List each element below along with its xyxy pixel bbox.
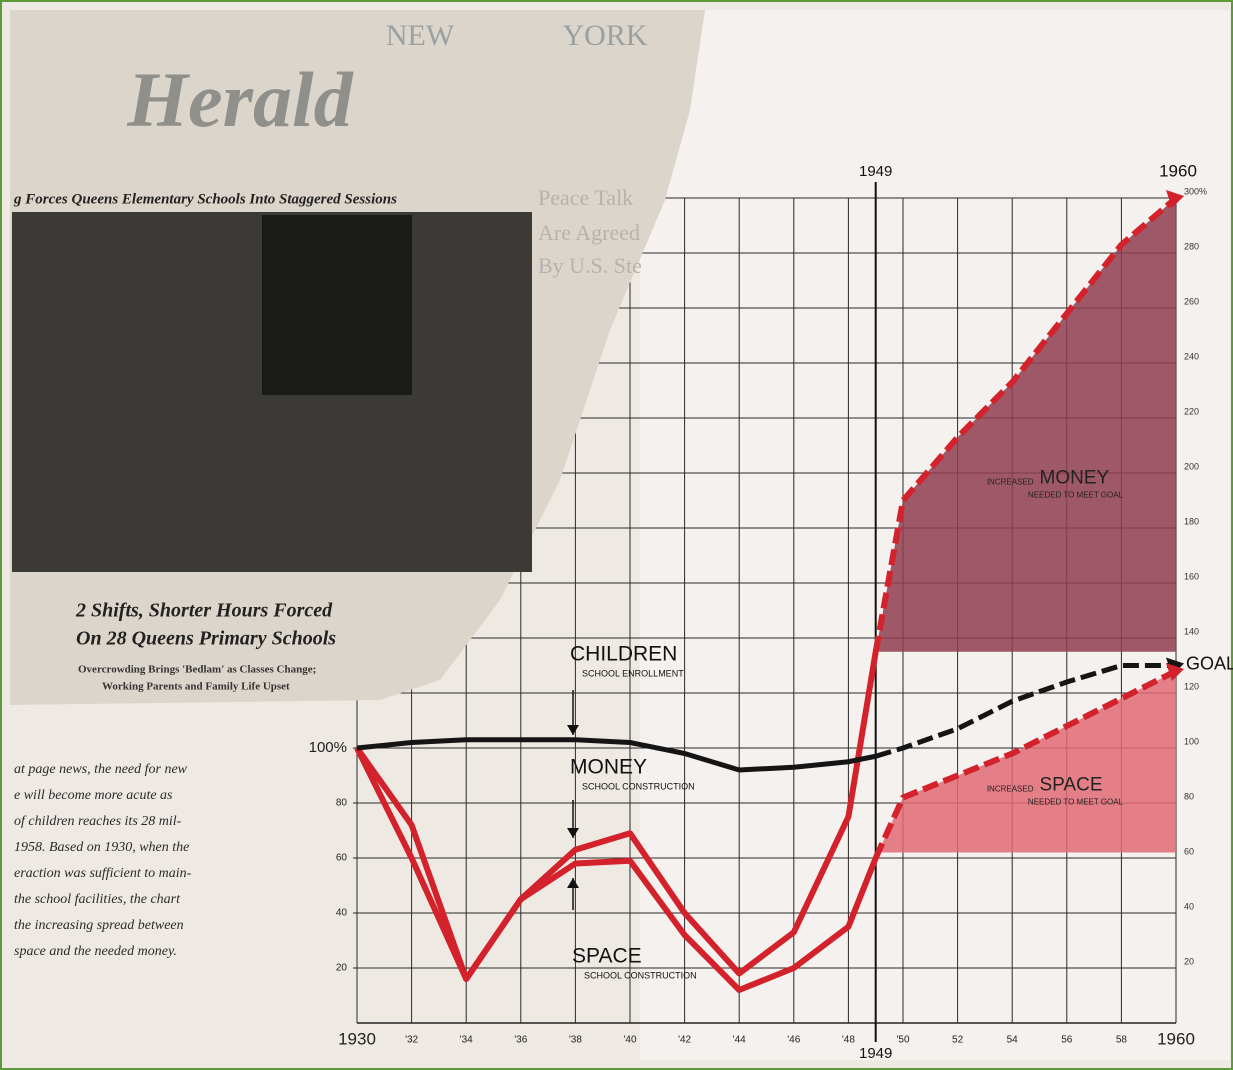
series-description: SCHOOL CONSTRUCTION xyxy=(582,781,695,791)
y-tick-label: 80 xyxy=(336,798,348,809)
side-headline: By U.S. Ste xyxy=(538,253,642,278)
banner: g Forces Queens Elementary Schools Into … xyxy=(13,191,397,207)
paragraph-line: the increasing spread between xyxy=(14,918,184,933)
headline: On 28 Queens Primary Schools xyxy=(76,628,336,650)
masthead: NEW xyxy=(386,19,455,52)
y2-tick-label: 160 xyxy=(1184,571,1199,581)
headline: 2 Shifts, Shorter Hours Forced xyxy=(75,600,333,622)
area-name: MONEY xyxy=(1040,468,1110,489)
x-tick-label: '34 xyxy=(460,1035,473,1046)
x-tick-label: 56 xyxy=(1061,1035,1073,1046)
paragraph-line: 1958. Based on 1930, when the xyxy=(14,840,189,855)
y-tick-label: 60 xyxy=(336,853,348,864)
photo-doorway xyxy=(262,215,412,395)
area-name: SPACE xyxy=(1040,774,1103,795)
y2-tick-label: 240 xyxy=(1184,351,1199,361)
x-tick-label: '36 xyxy=(514,1035,527,1046)
x-tick-label: '38 xyxy=(569,1035,582,1046)
y2-tick-label: 200 xyxy=(1184,461,1199,471)
x-tick-label: '46 xyxy=(787,1035,800,1046)
masthead: Herald xyxy=(126,56,353,143)
y2-tick-label: 140 xyxy=(1184,626,1199,636)
y2-tick-label: 280 xyxy=(1184,241,1199,251)
y2-tick-label: 60 xyxy=(1184,846,1194,856)
series-name: SPACE xyxy=(572,945,642,968)
y2-tick-label: 300% xyxy=(1184,186,1207,196)
y2-tick-label: 40 xyxy=(1184,901,1194,911)
series-name: CHILDREN xyxy=(570,643,677,666)
x-tick-label: '44 xyxy=(733,1035,746,1046)
x-tick-label: '50 xyxy=(896,1035,909,1046)
top-year-label: 1960 xyxy=(1159,161,1197,180)
x-tick-label: 1960 xyxy=(1157,1029,1195,1048)
y2-tick-label: 180 xyxy=(1184,516,1199,526)
paragraph-line: space and the needed money. xyxy=(14,944,177,959)
area-note: NEEDED TO MEET GOAL xyxy=(1028,797,1124,806)
series-description: SCHOOL ENROLLMENT xyxy=(582,668,684,678)
x-tick-label: '40 xyxy=(623,1035,636,1046)
y2-tick-label: 120 xyxy=(1184,681,1199,691)
subhead: Overcrowding Brings 'Bedlam' as Classes … xyxy=(78,664,316,676)
marker-label: 1949 xyxy=(859,1045,892,1062)
series-description: SCHOOL CONSTRUCTION xyxy=(584,970,697,980)
x-tick-label: '42 xyxy=(678,1035,691,1046)
y2-tick-label: 220 xyxy=(1184,406,1199,416)
series-name: MONEY xyxy=(570,756,647,779)
y2-tick-label: 80 xyxy=(1184,791,1194,801)
y-tick-label: 100% xyxy=(309,739,347,756)
y-tick-label: 40 xyxy=(336,908,348,919)
x-tick-label: '48 xyxy=(842,1035,855,1046)
area-prefix: INCREASED xyxy=(987,784,1034,793)
area-prefix: INCREASED xyxy=(987,478,1034,487)
paragraph-line: e will become more acute as xyxy=(14,788,173,803)
side-headline: Peace Talk xyxy=(538,185,633,210)
masthead: YORK xyxy=(562,19,647,52)
paragraph-line: of children reaches its 28 mil- xyxy=(14,814,182,829)
paragraph-line: at page news, the need for new xyxy=(14,762,188,777)
marker-label: 1949 xyxy=(859,163,892,180)
y2-tick-label: 100 xyxy=(1184,736,1199,746)
side-headline: Are Agreed xyxy=(538,220,640,245)
x-tick-label: 54 xyxy=(1007,1035,1019,1046)
y2-tick-label: 260 xyxy=(1184,296,1199,306)
y2-tick-label: 20 xyxy=(1184,956,1194,966)
goal-label: GOAL xyxy=(1186,653,1233,673)
area-note: NEEDED TO MEET GOAL xyxy=(1028,491,1124,500)
page: NEW YORK Herald g Forces Queens Elementa… xyxy=(0,0,1233,1070)
paragraph-line: the school facilities, the chart xyxy=(14,892,181,907)
x-tick-label: '32 xyxy=(405,1035,418,1046)
x-tick-label: 52 xyxy=(952,1035,964,1046)
subhead: Working Parents and Family Life Upset xyxy=(102,681,290,693)
x-tick-label: 58 xyxy=(1116,1035,1128,1046)
x-tick-label: 1930 xyxy=(338,1029,376,1048)
y-tick-label: 20 xyxy=(336,963,348,974)
paragraph-line: eraction was sufficient to main- xyxy=(14,866,192,881)
